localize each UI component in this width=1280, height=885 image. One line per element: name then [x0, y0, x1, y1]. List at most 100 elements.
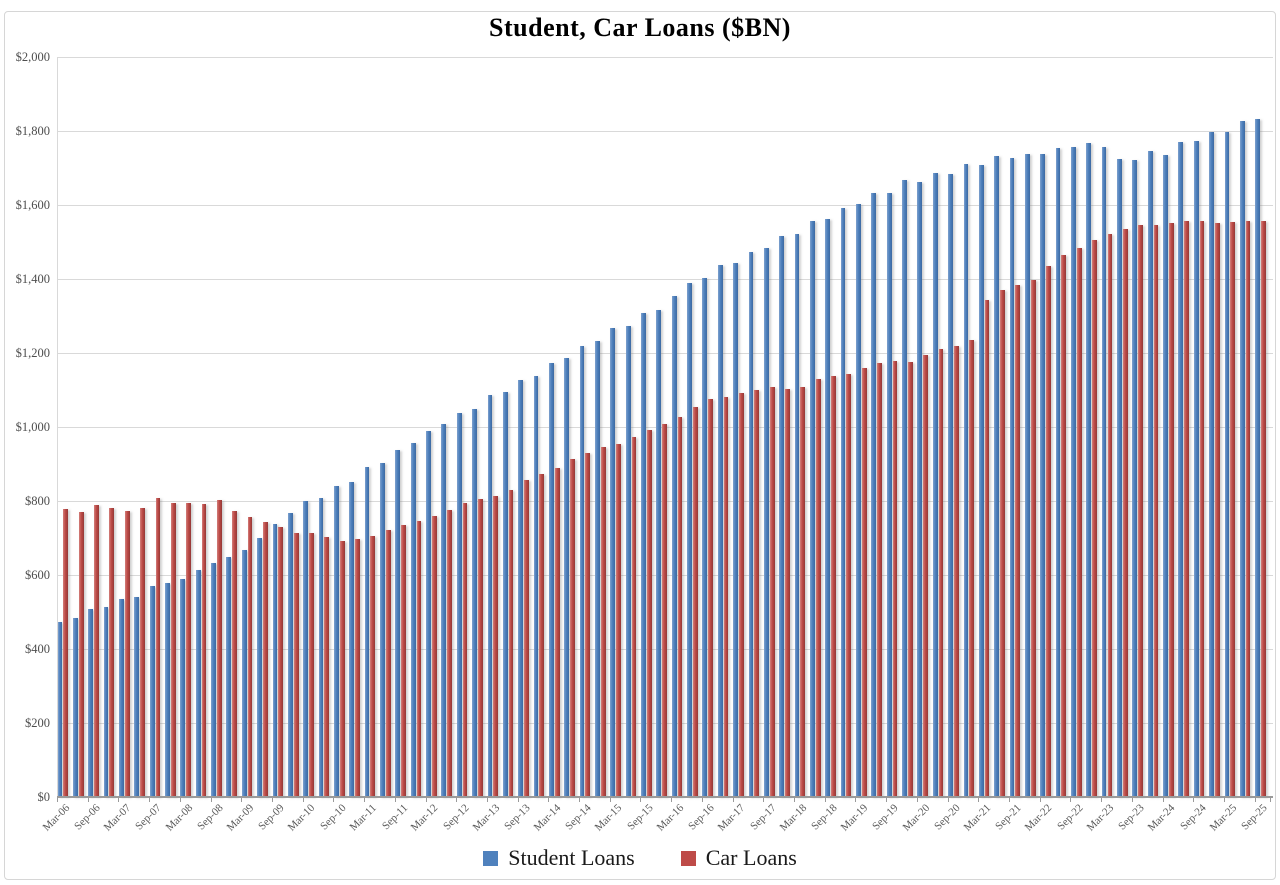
student-loans-bar	[717, 264, 723, 797]
x-axis-tick	[210, 798, 212, 802]
gridline	[57, 279, 1273, 280]
student-loans-bar	[948, 173, 953, 797]
x-axis-tick	[1039, 798, 1041, 802]
car-loans-bar	[385, 529, 391, 797]
x-axis-tick	[732, 798, 734, 802]
student-loans-bar	[779, 236, 785, 797]
legend-swatch-student-loans-icon	[483, 850, 499, 866]
car-loans-bar	[109, 508, 115, 797]
car-loans-bar	[677, 416, 683, 797]
car-loans-bar	[1230, 221, 1236, 797]
car-loans-bar	[754, 390, 760, 797]
car-loans-bar	[969, 339, 975, 797]
x-axis-tick	[425, 798, 427, 802]
car-loans-bar	[401, 525, 406, 797]
student-loans-bar	[856, 203, 861, 797]
x-axis-tick	[947, 798, 949, 802]
car-loans-bar	[1168, 222, 1174, 797]
car-loans-bar	[416, 521, 422, 797]
car-loans-bar	[1138, 224, 1143, 797]
x-axis-tick	[486, 798, 488, 802]
student-loans-bar	[241, 549, 247, 797]
car-loans-bar	[1030, 279, 1036, 797]
legend: Student Loans Car Loans	[0, 843, 1280, 873]
x-axis-tick	[364, 798, 366, 802]
x-axis-tick	[1131, 798, 1133, 802]
student-loans-bar	[1224, 132, 1230, 797]
student-loans-bar	[687, 282, 692, 797]
car-loans-bar	[892, 360, 898, 797]
car-loans-bar	[1015, 284, 1021, 797]
car-loans-bar	[78, 512, 84, 797]
car-loans-bar	[953, 346, 959, 797]
y-axis-label: $1,200	[15, 345, 50, 360]
car-loans-bar	[785, 388, 790, 797]
y-axis-line	[57, 57, 58, 797]
car-loans-bar	[355, 539, 360, 797]
car-loans-bar	[1061, 255, 1067, 797]
student-loans-bar	[272, 523, 278, 797]
car-loans-bar	[263, 521, 268, 797]
student-loans-bar	[1040, 153, 1046, 797]
student-loans-bar	[380, 462, 385, 797]
car-loans-bar	[508, 489, 514, 797]
car-loans-bar	[201, 503, 207, 797]
student-loans-bar	[211, 562, 216, 797]
y-axis-label: $2,000	[15, 49, 50, 64]
car-loans-bar	[708, 398, 714, 797]
student-loans-bar	[1178, 142, 1184, 797]
student-loans-bar	[103, 606, 109, 797]
student-loans-bar	[548, 362, 554, 797]
car-loans-bar	[877, 362, 882, 797]
student-loans-bar	[595, 341, 600, 797]
student-loans-bar	[1009, 158, 1015, 797]
student-loans-bar	[1147, 150, 1153, 797]
student-loans-bar	[1132, 160, 1138, 797]
x-axis-tick	[978, 798, 980, 802]
x-axis-tick	[302, 798, 304, 802]
x-axis-tick	[179, 798, 181, 802]
student-loans-bar	[134, 597, 140, 797]
student-loans-bar	[72, 617, 78, 797]
student-loans-bar	[257, 538, 262, 797]
car-loans-bar	[1000, 289, 1005, 797]
x-axis-tick	[763, 798, 765, 802]
x-axis-tick	[579, 798, 581, 802]
student-loans-bar	[303, 501, 309, 797]
car-loans-bar	[1261, 220, 1266, 797]
car-loans-bar	[247, 517, 253, 797]
student-loans-bar	[533, 375, 539, 797]
y-axis-label: $1,400	[15, 271, 50, 286]
y-axis-label: $1,000	[15, 419, 50, 434]
car-loans-bar	[431, 516, 437, 797]
x-axis-tick	[87, 798, 89, 802]
student-loans-bar	[671, 295, 677, 797]
student-loans-bar	[518, 380, 524, 797]
x-axis-tick	[916, 798, 918, 802]
student-loans-bar	[978, 165, 984, 797]
student-loans-bar	[195, 569, 201, 797]
gridline	[57, 131, 1273, 132]
car-loans-bar	[140, 508, 145, 797]
y-axis-label: $1,800	[15, 123, 50, 138]
y-axis-label: $600	[25, 567, 50, 582]
student-loans-bar	[88, 609, 94, 797]
student-loans-bar	[119, 599, 124, 797]
car-loans-bar	[800, 386, 806, 797]
x-axis-tick	[701, 798, 703, 802]
car-loans-bar	[1214, 223, 1220, 797]
car-loans-bar	[1076, 247, 1082, 797]
x-axis-line	[57, 796, 1273, 798]
x-axis-tick	[855, 798, 857, 802]
car-loans-bar	[631, 437, 637, 797]
student-loans-bar	[287, 513, 293, 797]
car-loans-bar	[831, 375, 836, 797]
student-loans-bar	[579, 345, 585, 797]
student-loans-bar	[426, 431, 431, 797]
car-loans-bar	[723, 396, 729, 797]
car-loans-bar	[984, 299, 990, 797]
student-loans-bar	[318, 498, 324, 797]
student-loans-bar	[333, 485, 339, 797]
student-loans-bar	[226, 556, 232, 797]
